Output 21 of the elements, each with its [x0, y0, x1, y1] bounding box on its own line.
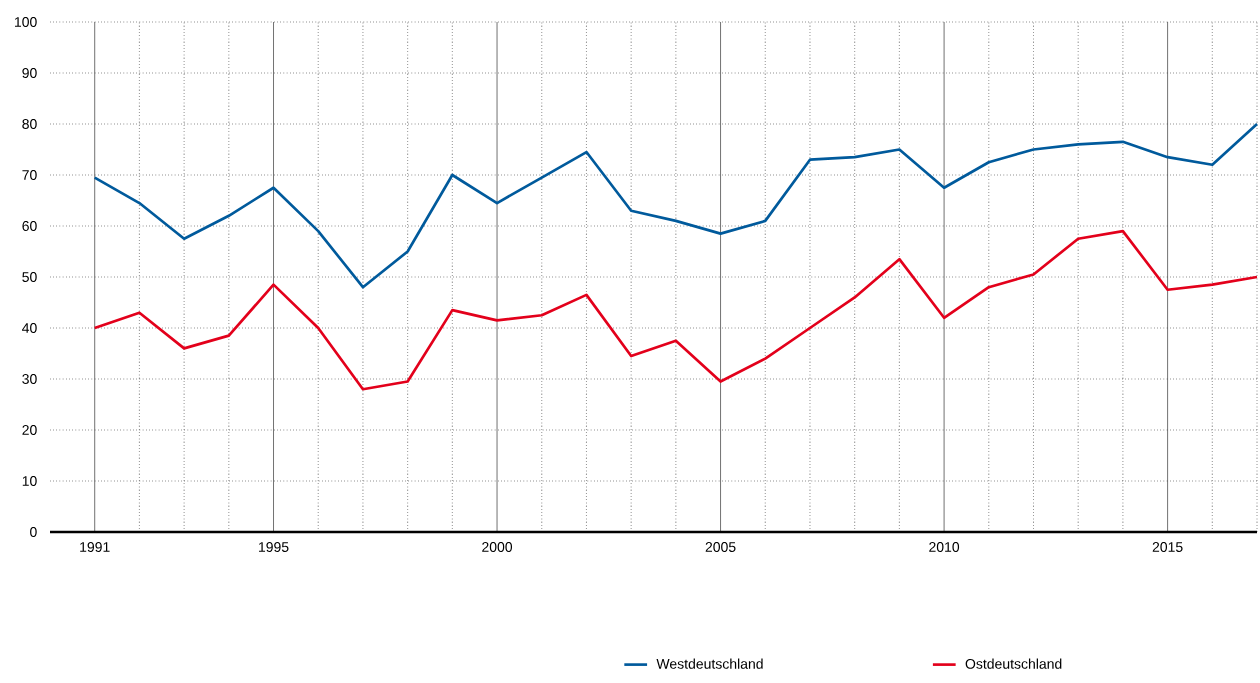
x-tick-label: 1991: [80, 542, 110, 552]
y-tick-label: 20: [22, 425, 37, 435]
y-tick-label: 60: [22, 221, 37, 231]
y-tick-label: 50: [22, 272, 37, 282]
legend-label: Ostdeutschland: [965, 658, 1062, 669]
x-tick-label: 2015: [1152, 542, 1183, 552]
y-tick-label: 100: [15, 17, 37, 27]
line-series: [93, 229, 1259, 391]
line-series: [93, 122, 1259, 289]
x-tick-label: 2000: [482, 542, 513, 552]
y-tick-label: 30: [22, 374, 37, 384]
y-tick-label: 40: [22, 323, 37, 333]
x-tick-label: 1995: [259, 542, 289, 552]
y-tick-label: 70: [22, 170, 37, 180]
y-tick-label: 90: [22, 68, 37, 78]
y-tick-label: 10: [22, 476, 37, 486]
y-tick-label: 0: [30, 527, 37, 537]
x-tick-label: 2010: [929, 542, 960, 552]
legend-label: Westdeutschland: [656, 658, 763, 669]
x-tick-label: 2005: [705, 542, 736, 552]
y-tick-label: 80: [22, 119, 37, 129]
